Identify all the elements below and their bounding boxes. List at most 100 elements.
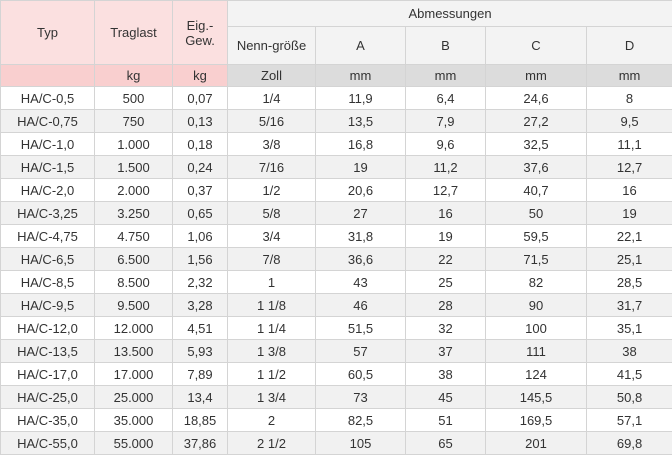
cell-typ: HA/C-17,0 <box>0 362 95 386</box>
cell-c: 124 <box>485 362 587 386</box>
cell-nenngroesse: 7/16 <box>227 155 316 179</box>
cell-c: 111 <box>485 339 587 363</box>
cell-b: 16 <box>405 201 486 225</box>
cell-eig-gew: 0,18 <box>172 132 228 156</box>
table-row: HA/C-2,0 2.000 0,37 1/2 20,6 12,7 40,7 16 <box>0 178 672 202</box>
cell-c: 40,7 <box>485 178 587 202</box>
unit-b: mm <box>405 64 486 87</box>
cell-b: 38 <box>405 362 486 386</box>
header-abmessungen: Abmessungen <box>226 0 672 27</box>
cell-a: 13,5 <box>315 109 406 133</box>
cell-nenngroesse: 1 1/8 <box>227 293 316 317</box>
header-a: A <box>315 26 406 65</box>
cell-c: 201 <box>485 431 587 455</box>
cell-nenngroesse: 3/4 <box>227 224 316 248</box>
cell-d: 57,1 <box>585 408 672 432</box>
cell-b: 37 <box>405 339 486 363</box>
table-body: HA/C-0,5 500 0,07 1/4 11,9 6,4 24,6 8 HA/C-0,75 7… <box>0 86 672 455</box>
unit-c: mm <box>485 64 587 87</box>
table-row: HA/C-12,0 12.000 4,51 1 1/4 51,5 32 100 35,1 <box>0 316 672 340</box>
cell-typ: HA/C-8,5 <box>0 270 95 294</box>
cell-typ: HA/C-0,5 <box>0 86 95 110</box>
cell-traglast: 8.500 <box>94 270 173 294</box>
table-row: HA/C-0,75 750 0,13 5/16 13,5 7,9 27,2 9,5 <box>0 109 672 133</box>
cell-nenngroesse: 1/2 <box>227 178 316 202</box>
cell-b: 22 <box>405 247 486 271</box>
cell-c: 169,5 <box>485 408 587 432</box>
unit-a: mm <box>315 64 406 87</box>
cell-typ: HA/C-2,0 <box>0 178 95 202</box>
cell-a: 105 <box>315 431 406 455</box>
cell-nenngroesse: 1/4 <box>227 86 316 110</box>
cell-a: 60,5 <box>315 362 406 386</box>
cell-eig-gew: 0,24 <box>172 155 228 179</box>
cell-c: 37,6 <box>485 155 587 179</box>
cell-d: 50,8 <box>585 385 672 409</box>
cell-nenngroesse: 1 1/4 <box>227 316 316 340</box>
cell-c: 100 <box>485 316 587 340</box>
cell-c: 82 <box>485 270 587 294</box>
header-traglast: Traglast <box>94 0 173 65</box>
cell-eig-gew: 0,13 <box>172 109 228 133</box>
cell-b: 6,4 <box>405 86 486 110</box>
cell-nenngroesse: 7/8 <box>227 247 316 271</box>
cell-nenngroesse: 2 <box>227 408 316 432</box>
cell-d: 35,1 <box>585 316 672 340</box>
cell-eig-gew: 1,56 <box>172 247 228 271</box>
cell-b: 12,7 <box>405 178 486 202</box>
cell-typ: HA/C-3,25 <box>0 201 95 225</box>
unit-d: mm <box>585 64 672 87</box>
cell-d: 11,1 <box>585 132 672 156</box>
cell-typ: HA/C-35,0 <box>0 408 95 432</box>
cell-a: 31,8 <box>315 224 406 248</box>
cell-eig-gew: 1,06 <box>172 224 228 248</box>
table-row: HA/C-25,0 25.000 13,4 1 3/4 73 45 145,5 50,8 <box>0 385 672 409</box>
cell-typ: HA/C-12,0 <box>0 316 95 340</box>
table-row: HA/C-1,5 1.500 0,24 7/16 19 11,2 37,6 12,7 <box>0 155 672 179</box>
table-row: HA/C-6,5 6.500 1,56 7/8 36,6 22 71,5 25,1 <box>0 247 672 271</box>
unit-traglast: kg <box>94 64 173 87</box>
cell-c: 90 <box>485 293 587 317</box>
header-b: B <box>405 26 486 65</box>
header-typ: Typ <box>0 0 95 65</box>
header-c: C <box>485 26 587 65</box>
cell-d: 31,7 <box>585 293 672 317</box>
cell-typ: HA/C-25,0 <box>0 385 95 409</box>
cell-nenngroesse: 1 1/2 <box>227 362 316 386</box>
cell-d: 8 <box>585 86 672 110</box>
cell-nenngroesse: 1 3/4 <box>227 385 316 409</box>
cell-eig-gew: 37,86 <box>172 431 228 455</box>
table-row: HA/C-3,25 3.250 0,65 5/8 27 16 50 19 <box>0 201 672 225</box>
cell-c: 59,5 <box>485 224 587 248</box>
cell-b: 11,2 <box>405 155 486 179</box>
cell-nenngroesse: 5/8 <box>227 201 316 225</box>
cell-d: 38 <box>585 339 672 363</box>
cell-a: 46 <box>315 293 406 317</box>
unit-typ <box>0 64 95 87</box>
cell-eig-gew: 3,28 <box>172 293 228 317</box>
header-nenngroesse: Nenn-größe <box>227 26 316 65</box>
cell-traglast: 2.000 <box>94 178 173 202</box>
cell-a: 20,6 <box>315 178 406 202</box>
cell-eig-gew: 0,07 <box>172 86 228 110</box>
cell-a: 19 <box>315 155 406 179</box>
table-row: HA/C-4,75 4.750 1,06 3/4 31,8 19 59,5 22,1 <box>0 224 672 248</box>
cell-c: 32,5 <box>485 132 587 156</box>
cell-c: 71,5 <box>485 247 587 271</box>
cell-c: 50 <box>485 201 587 225</box>
cell-traglast: 35.000 <box>94 408 173 432</box>
cell-nenngroesse: 2 1/2 <box>227 431 316 455</box>
cell-eig-gew: 0,37 <box>172 178 228 202</box>
cell-eig-gew: 7,89 <box>172 362 228 386</box>
cell-traglast: 13.500 <box>94 339 173 363</box>
cell-traglast: 6.500 <box>94 247 173 271</box>
cell-b: 51 <box>405 408 486 432</box>
cell-c: 24,6 <box>485 86 587 110</box>
cell-traglast: 750 <box>94 109 173 133</box>
cell-eig-gew: 13,4 <box>172 385 228 409</box>
cell-b: 45 <box>405 385 486 409</box>
cell-b: 19 <box>405 224 486 248</box>
cell-a: 36,6 <box>315 247 406 271</box>
table-row: HA/C-1,0 1.000 0,18 3/8 16,8 9,6 32,5 11,1 <box>0 132 672 156</box>
